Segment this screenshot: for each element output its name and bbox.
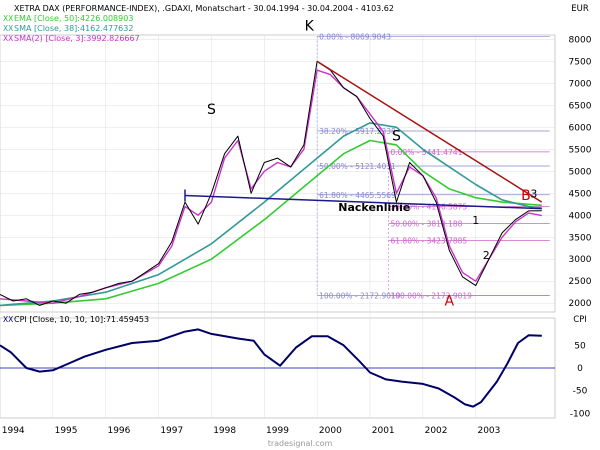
annotation-label: 3 (530, 188, 537, 201)
fib-left-label: 0.00% - 8069.9043 (319, 32, 391, 41)
cpi-axis-label: CPI (573, 315, 587, 325)
annotation-label: K (305, 19, 315, 35)
annotation-label: Nackenlinie (338, 201, 410, 214)
cpi-y-tick-label: 50 (574, 341, 586, 351)
main-panel (0, 34, 556, 313)
currency-label: EUR (571, 4, 589, 14)
cpi-line (0, 328, 542, 408)
sma38-legend-icon: XX (3, 24, 13, 33)
fib-left-label: 61.80% - 4465.5569 (319, 191, 396, 200)
fib-right-label: 38.20% - 4196.5875 (391, 203, 468, 212)
x-tick-label: 1995 (55, 426, 78, 436)
x-tick-label: 1998 (213, 426, 236, 436)
fib-left-label: 50.00% - 5121.4031 (319, 162, 396, 171)
sma2-legend-icon: XX (3, 34, 13, 43)
ema-line (0, 139, 542, 307)
annotation-label: S (207, 102, 216, 118)
ema-legend-icon: XX (3, 14, 13, 23)
sma2-legend: SMA(2) [Close, 3]:3992.826667 (14, 34, 140, 43)
fib-right-label: 100.00% - 2172.9019 (391, 292, 473, 301)
y-tick-label: 2000 (569, 299, 592, 309)
sma38-line (0, 122, 542, 307)
ema-legend: EMA [Close, 50]:4226.008903 (14, 14, 133, 23)
cpi-y-tick-label: 0 (577, 364, 583, 374)
x-tick-label: 2000 (319, 426, 342, 436)
annotation-label: A (444, 293, 454, 309)
annotation-label: B (521, 188, 531, 204)
sma38-legend: SMA [Close, 38]:4162.477632 (14, 24, 133, 33)
fib-right-label: 61.80% - 3423.7885 (391, 237, 468, 246)
y-tick-label: 4500 (569, 189, 592, 199)
annotation-label: 2 (483, 249, 490, 262)
main-title: XETRA DAX (PERFORMANCE-INDEX), .GDAXI, M… (14, 4, 394, 13)
y-tick-label: 7000 (569, 79, 592, 89)
y-tick-label: 5500 (569, 145, 592, 155)
x-tick-label: 1994 (2, 426, 25, 436)
price-line (0, 60, 542, 306)
cpi-y-tick-label: -100 (570, 409, 591, 419)
y-tick-label: 3500 (569, 233, 592, 243)
y-tick-label: 5000 (569, 167, 592, 177)
cpi-title: CPI [Close, 10, 10, 10]:71.459453 (14, 315, 149, 324)
cpi-y-tick-label: -50 (573, 387, 588, 397)
annotation-label: S (392, 129, 401, 145)
y-tick-label: 8000 (569, 35, 592, 45)
trendline (316, 60, 543, 203)
x-tick-label: 2003 (477, 426, 500, 436)
y-tick-label: 2500 (569, 277, 592, 287)
y-tick-label: 6500 (569, 101, 592, 111)
x-tick-label: 1997 (160, 426, 183, 436)
x-tick-label: 2002 (425, 426, 448, 436)
cpi-legend-icon: XX (3, 315, 13, 324)
sma2-line (0, 69, 542, 304)
y-tick-label: 4000 (569, 211, 592, 221)
y-tick-label: 7500 (569, 57, 592, 67)
footer-credit: tradesignal.com (268, 439, 333, 448)
fib-left-label: 38.20% - 5917.2338 (319, 127, 396, 136)
annotation-label: 1 (472, 214, 479, 227)
x-tick-label: 1996 (107, 426, 130, 436)
fib-left-label: 100.00% - 2172.9019 (319, 292, 401, 301)
x-tick-label: 1999 (266, 426, 289, 436)
neckline (184, 194, 542, 210)
y-tick-label: 3000 (569, 255, 592, 265)
x-tick-label: 2001 (372, 426, 395, 436)
fib-right-label: 50.00% - 3810.188 (391, 220, 463, 229)
y-tick-label: 6000 (569, 123, 592, 133)
